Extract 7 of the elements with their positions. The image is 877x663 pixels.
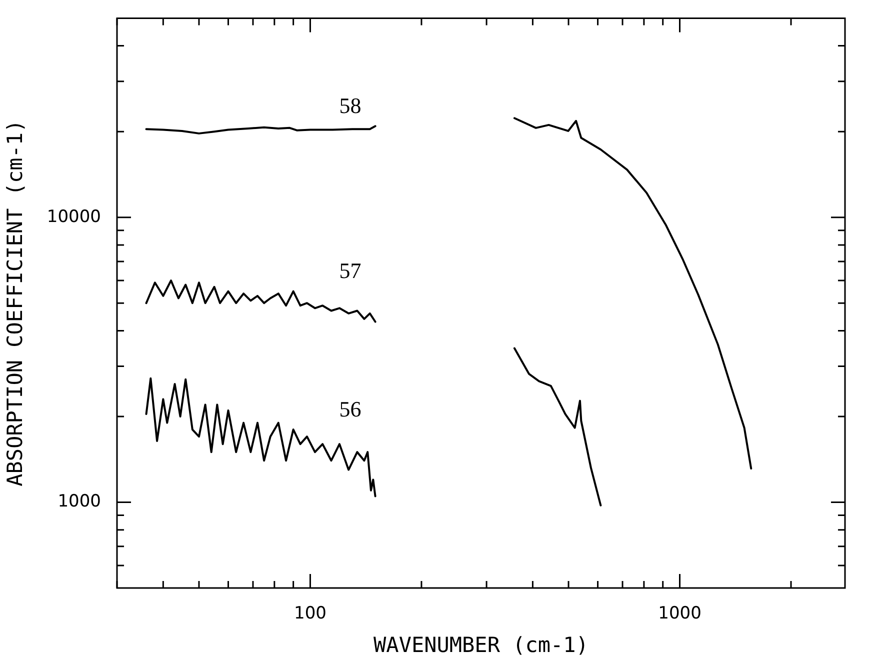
series-label: 56	[339, 396, 362, 422]
series-label: 58	[339, 92, 362, 118]
series-label: 57	[339, 258, 362, 284]
y-tick-label: 10000	[46, 206, 101, 227]
x-axis-title: WAVENUMBER (cm-1)	[374, 632, 588, 657]
x-tick-label: 100	[294, 604, 326, 624]
y-axis-title: ABSORPTION COEFFICIENT (cm-1)	[3, 120, 28, 486]
